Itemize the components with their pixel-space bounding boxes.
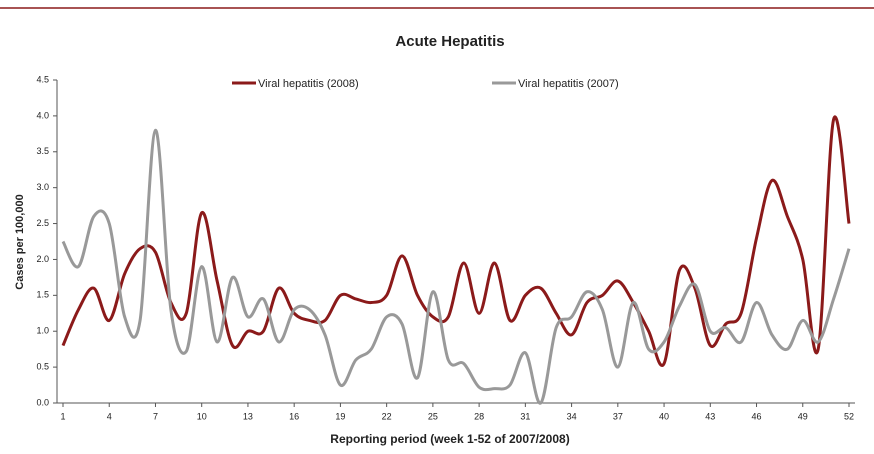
x-tick-label: 4 — [107, 411, 112, 421]
y-tick-label: 0.5 — [36, 361, 49, 371]
x-tick-label: 43 — [705, 411, 715, 421]
x-tick-label: 34 — [567, 411, 577, 421]
x-tick-label: 52 — [844, 411, 854, 421]
y-axis-label: Cases per 100,000 — [14, 194, 26, 289]
x-tick-label: 37 — [613, 411, 623, 421]
x-tick-label: 13 — [243, 411, 253, 421]
chart-title: Acute Hepatitis — [395, 33, 504, 50]
series-line — [61, 128, 851, 405]
x-tick-label: 22 — [382, 411, 392, 421]
x-tick-label: 10 — [197, 411, 207, 421]
x-axis-label: Reporting period (week 1-52 of 2007/2008… — [330, 432, 569, 446]
x-tick-label: 31 — [520, 411, 530, 421]
legend-label: Viral hepatitis (2008) — [258, 78, 359, 90]
x-tick-label: 7 — [153, 411, 158, 421]
y-tick-label: 3.0 — [36, 182, 49, 192]
y-tick-label: 2.0 — [36, 254, 49, 264]
x-tick-label: 1 — [60, 411, 65, 421]
x-tick-label: 16 — [289, 411, 299, 421]
series-line — [61, 115, 851, 367]
y-tick-label: 4.0 — [36, 110, 49, 120]
x-tick-label: 49 — [798, 411, 808, 421]
x-tick-label: 19 — [335, 411, 345, 421]
y-tick-label: 3.5 — [36, 146, 49, 156]
x-tick-label: 25 — [428, 411, 438, 421]
y-tick-label: 2.5 — [36, 218, 49, 228]
y-tick-label: 0.0 — [36, 397, 49, 407]
y-tick-label: 1.0 — [36, 326, 49, 336]
y-tick-label: 4.5 — [36, 74, 49, 84]
y-tick-label: 1.5 — [36, 290, 49, 300]
legend-label: Viral hepatitis (2007) — [518, 78, 619, 90]
x-tick-label: 46 — [752, 411, 762, 421]
x-tick-label: 40 — [659, 411, 669, 421]
x-tick-label: 28 — [474, 411, 484, 421]
